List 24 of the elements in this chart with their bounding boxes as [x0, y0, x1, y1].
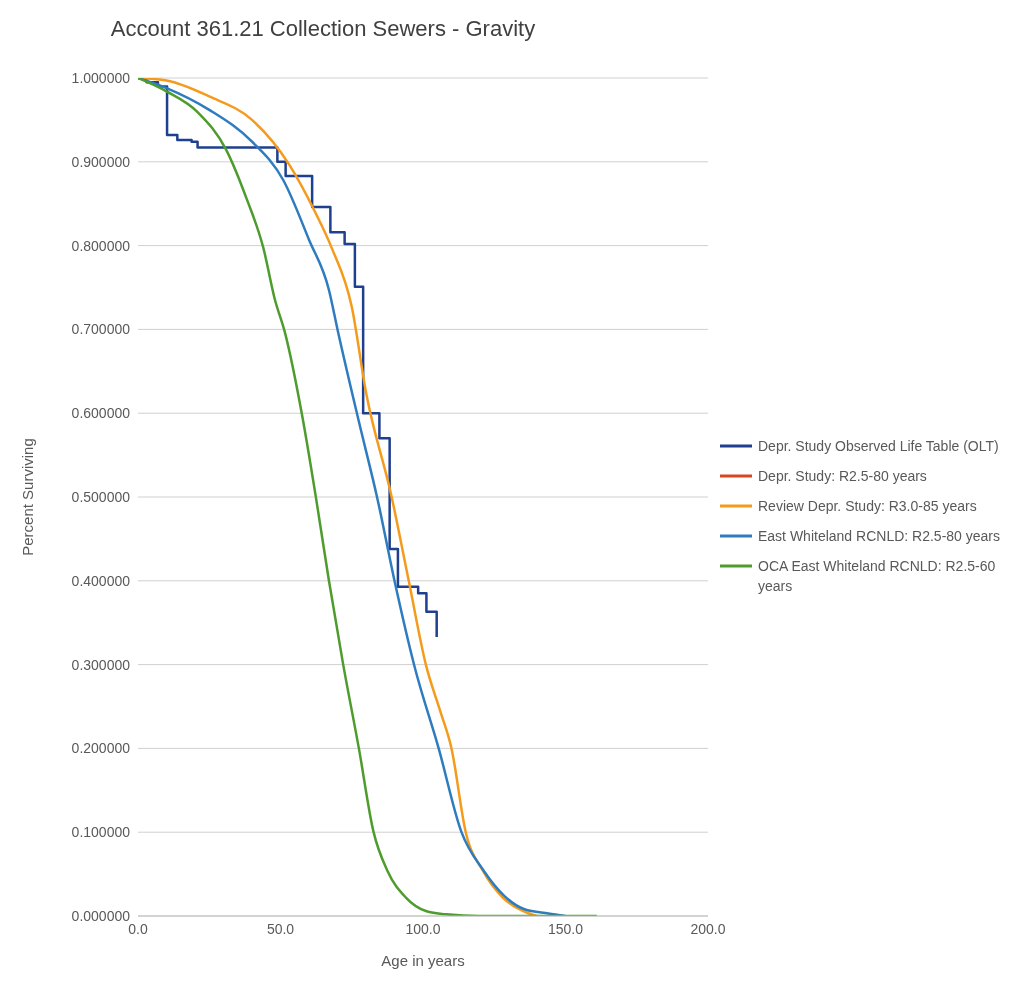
- x-tick-label: 150.0: [547, 920, 584, 937]
- chart-title: Account 361.21 Collection Sewers - Gravity: [109, 15, 537, 43]
- x-tick-label: 100.0: [405, 920, 441, 937]
- y-axis-title: Percent Surviving: [19, 438, 37, 556]
- x-tick-label: 0.0: [128, 920, 148, 937]
- y-tick-label: 0.500000: [71, 488, 131, 505]
- y-tick-label: 0.400000: [71, 572, 131, 589]
- y-tick-label: 0.200000: [71, 740, 131, 757]
- x-tick-label: 50.0: [266, 920, 295, 937]
- legend-label: Depr. Study: R2.5-80 years: [757, 467, 928, 486]
- y-tick-label: 0.000000: [71, 907, 131, 924]
- y-tick-label: 0.600000: [71, 405, 131, 422]
- y-tick-label: 0.300000: [71, 656, 131, 673]
- legend-label: Review Depr. Study: R3.0-85 years: [757, 497, 978, 516]
- x-axis-title: Age in years: [381, 952, 465, 969]
- legend-label: East Whiteland RCNLD: R2.5-80 years: [757, 527, 1001, 546]
- y-tick-label: 1.000000: [71, 69, 131, 86]
- y-tick-label: 0.100000: [71, 824, 131, 841]
- y-tick-label: 0.900000: [71, 153, 131, 170]
- legend-label: OCA East Whiteland RCNLD: R2.5-60 years: [757, 557, 997, 596]
- x-tick-label: 200.0: [690, 920, 726, 937]
- legend-label: Depr. Study Observed Life Table (OLT): [757, 437, 1000, 456]
- y-tick-label: 0.700000: [71, 321, 131, 338]
- y-tick-label: 0.800000: [71, 237, 131, 254]
